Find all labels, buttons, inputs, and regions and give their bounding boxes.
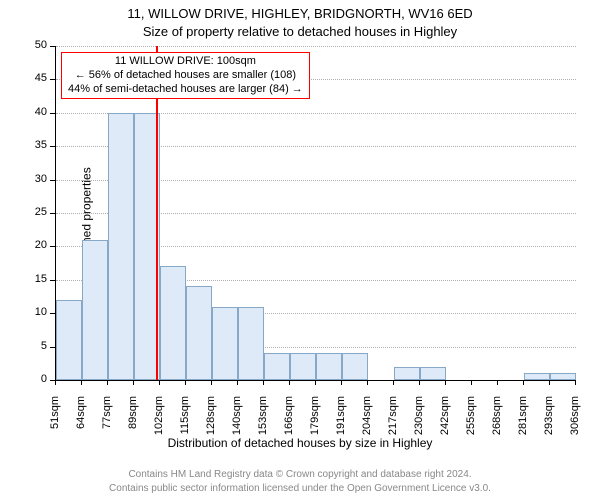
y-tick-mark [50, 146, 55, 147]
x-tick-mark [289, 380, 290, 385]
x-axis-label: Distribution of detached houses by size … [0, 436, 600, 450]
x-tick-label: 293sqm [543, 396, 555, 446]
x-tick-mark [237, 380, 238, 385]
chart-title-main: 11, WILLOW DRIVE, HIGHLEY, BRIDGNORTH, W… [0, 6, 600, 21]
histogram-bar [238, 307, 264, 380]
histogram-bar [186, 286, 212, 380]
x-tick-label: 115sqm [179, 396, 191, 446]
chart-title-sub: Size of property relative to detached ho… [0, 24, 600, 39]
annotation-line: 44% of semi-detached houses are larger (… [68, 83, 303, 97]
y-tick-label: 5 [23, 340, 47, 352]
x-tick-label: 153sqm [257, 396, 269, 446]
histogram-bar [212, 307, 238, 380]
y-tick-label: 50 [23, 39, 47, 51]
x-tick-label: 89sqm [127, 396, 139, 446]
y-tick-label: 10 [23, 306, 47, 318]
histogram-bar [264, 353, 290, 380]
y-tick-mark [50, 313, 55, 314]
x-tick-mark [575, 380, 576, 385]
chart-container: { "chart": { "type": "histogram", "title… [0, 0, 600, 500]
x-tick-mark [419, 380, 420, 385]
x-tick-label: 51sqm [49, 396, 61, 446]
y-tick-label: 0 [23, 373, 47, 385]
x-tick-mark [263, 380, 264, 385]
x-tick-mark [185, 380, 186, 385]
x-tick-label: 166sqm [283, 396, 295, 446]
histogram-bar [82, 240, 108, 380]
histogram-bar [108, 113, 134, 380]
x-tick-mark [341, 380, 342, 385]
histogram-bar [290, 353, 316, 380]
x-tick-label: 230sqm [413, 396, 425, 446]
y-tick-label: 45 [23, 72, 47, 84]
y-tick-mark [50, 79, 55, 80]
y-tick-mark [50, 246, 55, 247]
histogram-bar [394, 367, 420, 380]
x-tick-label: 191sqm [335, 396, 347, 446]
x-tick-label: 128sqm [205, 396, 217, 446]
x-tick-mark [445, 380, 446, 385]
x-tick-mark [315, 380, 316, 385]
annotation-line: ← 56% of detached houses are smaller (10… [68, 69, 303, 83]
y-tick-label: 30 [23, 173, 47, 185]
y-tick-label: 40 [23, 106, 47, 118]
x-tick-label: 268sqm [491, 396, 503, 446]
histogram-bar [420, 367, 446, 380]
x-tick-mark [471, 380, 472, 385]
footer-line-2: Contains public sector information licen… [0, 483, 600, 494]
x-tick-label: 281sqm [517, 396, 529, 446]
y-tick-label: 25 [23, 206, 47, 218]
y-tick-label: 20 [23, 239, 47, 251]
x-tick-label: 306sqm [569, 396, 581, 446]
footer-line-1: Contains HM Land Registry data © Crown c… [0, 469, 600, 480]
x-tick-mark [211, 380, 212, 385]
x-tick-label: 179sqm [309, 396, 321, 446]
x-tick-mark [107, 380, 108, 385]
histogram-bar [342, 353, 368, 380]
x-tick-mark [159, 380, 160, 385]
y-tick-mark [50, 280, 55, 281]
x-tick-mark [549, 380, 550, 385]
x-tick-label: 204sqm [361, 396, 373, 446]
x-tick-mark [81, 380, 82, 385]
histogram-bar [56, 300, 82, 380]
grid-line [56, 46, 576, 47]
histogram-bar [316, 353, 342, 380]
annotation-box: 11 WILLOW DRIVE: 100sqm← 56% of detached… [61, 52, 310, 99]
y-tick-label: 35 [23, 139, 47, 151]
x-tick-mark [523, 380, 524, 385]
x-tick-mark [133, 380, 134, 385]
x-tick-mark [497, 380, 498, 385]
histogram-bar [524, 373, 550, 380]
x-tick-mark [367, 380, 368, 385]
x-tick-label: 255sqm [465, 396, 477, 446]
y-tick-mark [50, 46, 55, 47]
y-tick-mark [50, 180, 55, 181]
x-tick-label: 64sqm [75, 396, 87, 446]
y-tick-label: 15 [23, 273, 47, 285]
histogram-bar [550, 373, 576, 380]
y-tick-mark [50, 113, 55, 114]
y-tick-mark [50, 213, 55, 214]
x-tick-label: 77sqm [101, 396, 113, 446]
y-tick-mark [50, 347, 55, 348]
x-tick-label: 242sqm [439, 396, 451, 446]
x-tick-label: 102sqm [153, 396, 165, 446]
x-tick-mark [393, 380, 394, 385]
x-tick-mark [55, 380, 56, 385]
histogram-bar [160, 266, 186, 380]
x-tick-label: 140sqm [231, 396, 243, 446]
x-tick-label: 217sqm [387, 396, 399, 446]
annotation-line: 11 WILLOW DRIVE: 100sqm [68, 55, 303, 69]
